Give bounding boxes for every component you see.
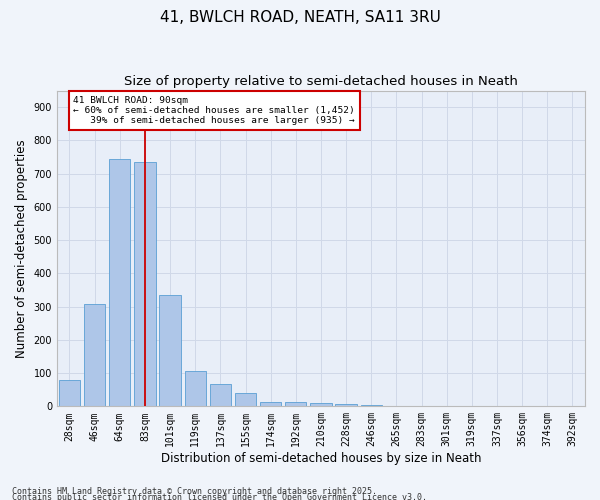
Title: Size of property relative to semi-detached houses in Neath: Size of property relative to semi-detach… bbox=[124, 75, 518, 88]
Bar bbox=[310, 403, 332, 406]
Text: Contains HM Land Registry data © Crown copyright and database right 2025.: Contains HM Land Registry data © Crown c… bbox=[12, 486, 377, 496]
Bar bbox=[285, 402, 307, 406]
Bar bbox=[160, 295, 181, 406]
X-axis label: Distribution of semi-detached houses by size in Neath: Distribution of semi-detached houses by … bbox=[161, 452, 481, 465]
Bar bbox=[335, 404, 357, 406]
Bar bbox=[260, 402, 281, 406]
Bar bbox=[235, 393, 256, 406]
Bar bbox=[134, 162, 155, 406]
Bar bbox=[59, 380, 80, 406]
Bar bbox=[84, 304, 106, 406]
Text: 41, BWLCH ROAD, NEATH, SA11 3RU: 41, BWLCH ROAD, NEATH, SA11 3RU bbox=[160, 10, 440, 25]
Bar bbox=[109, 158, 130, 406]
Bar bbox=[185, 371, 206, 406]
Y-axis label: Number of semi-detached properties: Number of semi-detached properties bbox=[15, 139, 28, 358]
Text: Contains public sector information licensed under the Open Government Licence v3: Contains public sector information licen… bbox=[12, 492, 427, 500]
Bar bbox=[209, 384, 231, 406]
Text: 41 BWLCH ROAD: 90sqm
← 60% of semi-detached houses are smaller (1,452)
   39% of: 41 BWLCH ROAD: 90sqm ← 60% of semi-detac… bbox=[73, 96, 355, 126]
Bar bbox=[361, 405, 382, 406]
